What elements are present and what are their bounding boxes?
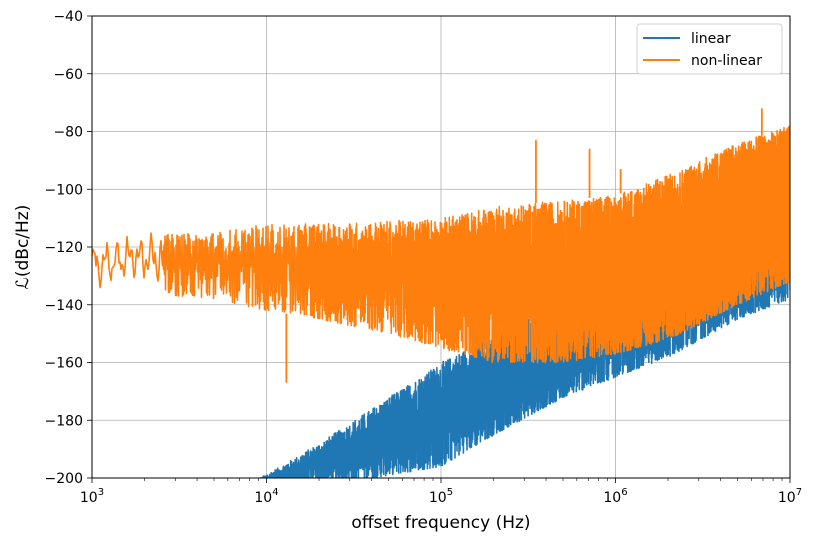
legend: linear non-linear [636, 23, 783, 75]
x-tick-base: 10 [603, 490, 621, 506]
series-layer [92, 108, 790, 478]
legend-label-non-linear: non-linear [691, 53, 762, 69]
x-tick-exponent: 5 [447, 487, 453, 498]
x-tick-base: 10 [429, 490, 447, 506]
ticks [87, 15, 791, 483]
x-tick-base: 10 [254, 490, 272, 506]
x-tick-exponent: 6 [621, 487, 627, 498]
y-tick-label: −140 [45, 298, 83, 314]
legend-box [636, 23, 783, 75]
x-tick-exponent: 4 [272, 487, 278, 498]
x-tick-base: 10 [80, 490, 98, 506]
y-tick-label: −60 [53, 67, 83, 83]
x-tick-exponent: 7 [796, 487, 802, 498]
x-axis-label: offset frequency (Hz) [351, 513, 530, 533]
x-tick-label: 104 [254, 487, 278, 506]
y-tick-label: −200 [45, 471, 83, 487]
legend-label-linear: linear [691, 31, 731, 47]
y-tick-label: −40 [53, 9, 83, 25]
x-tick-exponent: 3 [98, 487, 104, 498]
x-tick-label: 107 [778, 487, 802, 506]
x-tick-label: 103 [80, 487, 104, 506]
x-tick-base: 10 [778, 490, 796, 506]
y-tick-label: −120 [45, 240, 83, 256]
y-tick-label: −160 [45, 356, 83, 372]
y-tick-label: −180 [45, 413, 83, 429]
y-tick-label: −100 [45, 182, 83, 198]
y-tick-label: −80 [53, 125, 83, 141]
series-line-non-linear [92, 125, 790, 364]
x-tick-label: 105 [429, 487, 453, 506]
y-axis-label: ℒ(dBc/Hz) [13, 205, 33, 290]
x-tick-label: 106 [603, 487, 627, 506]
